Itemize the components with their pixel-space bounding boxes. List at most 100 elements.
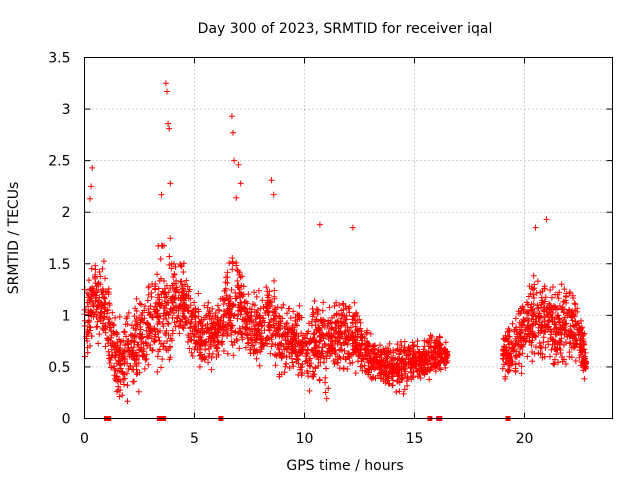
y-tick-label: 1 — [62, 308, 71, 324]
data-point — [323, 355, 330, 362]
data-point — [154, 271, 161, 278]
data-point — [167, 235, 174, 242]
data-point — [358, 334, 365, 341]
data-point — [160, 323, 167, 330]
data-point — [209, 305, 216, 312]
data-point — [550, 328, 557, 335]
data-point — [412, 363, 419, 370]
data-point — [192, 314, 199, 321]
data-point — [130, 366, 137, 373]
data-point — [527, 330, 534, 337]
data-point — [258, 330, 265, 337]
data-point — [86, 323, 93, 330]
data-point — [195, 290, 202, 297]
data-point — [233, 262, 240, 269]
data-point — [251, 289, 258, 296]
data-point — [344, 365, 351, 372]
data-point — [519, 343, 526, 350]
data-point — [442, 364, 449, 371]
data-point — [275, 320, 282, 327]
data-point — [291, 335, 298, 342]
data-point — [200, 329, 207, 336]
data-point — [577, 351, 584, 358]
data-point — [388, 356, 395, 363]
data-point — [224, 279, 231, 286]
data-point — [315, 324, 322, 331]
data-point — [125, 338, 132, 345]
data-point — [172, 323, 179, 330]
data-point — [414, 343, 421, 350]
data-point — [100, 313, 107, 320]
data-point — [110, 328, 117, 335]
data-point — [221, 287, 228, 294]
data-point — [544, 304, 551, 311]
data-point — [295, 346, 302, 353]
data-point — [87, 195, 93, 202]
data-point — [124, 321, 131, 328]
data-point — [580, 341, 587, 348]
data-point — [229, 254, 236, 261]
data-point — [117, 386, 124, 393]
data-point — [335, 311, 342, 318]
data-point — [428, 349, 435, 356]
data-point — [370, 343, 377, 350]
data-point — [380, 367, 387, 374]
data-point — [228, 338, 235, 345]
data-point — [506, 327, 513, 334]
data-point — [141, 303, 148, 310]
data-point — [404, 375, 411, 382]
y-tick-label: 0.5 — [48, 360, 70, 376]
data-point — [359, 340, 366, 347]
data-point — [294, 316, 301, 323]
data-point — [345, 337, 352, 344]
data-point — [105, 316, 112, 323]
data-point — [219, 341, 226, 348]
data-point — [102, 343, 109, 350]
data-point — [192, 305, 199, 312]
data-point — [115, 383, 122, 390]
x-tick-label: 0 — [80, 431, 89, 447]
data-point — [335, 319, 342, 326]
data-point — [121, 360, 128, 367]
data-point — [129, 337, 136, 344]
data-point — [559, 326, 566, 333]
data-point — [264, 288, 271, 295]
data-point — [284, 310, 291, 317]
data-point — [393, 389, 400, 396]
x-tick-label: 10 — [296, 431, 314, 447]
data-point — [236, 290, 243, 297]
data-point — [395, 366, 402, 373]
data-point — [571, 334, 578, 341]
data-point — [568, 331, 575, 338]
data-point — [89, 291, 96, 298]
data-point — [101, 294, 108, 301]
data-point — [160, 278, 167, 285]
data-point — [367, 374, 374, 381]
data-point — [115, 367, 122, 374]
data-point — [547, 287, 554, 294]
data-point — [237, 307, 244, 314]
data-point — [394, 341, 401, 348]
data-point — [352, 323, 359, 330]
data-point — [96, 331, 103, 338]
data-point — [529, 358, 536, 365]
x-tick-label: 5 — [190, 431, 199, 447]
data-point — [551, 321, 558, 328]
data-point — [570, 310, 577, 317]
data-point — [373, 354, 380, 361]
data-point — [574, 305, 581, 312]
data-point — [251, 322, 258, 329]
data-point — [548, 331, 555, 338]
data-point — [213, 344, 220, 351]
data-point — [325, 317, 332, 324]
data-point — [102, 275, 109, 282]
data-point — [403, 352, 410, 359]
data-point — [176, 330, 183, 337]
data-point — [167, 305, 174, 312]
data-point — [168, 265, 175, 272]
data-point — [117, 361, 124, 368]
data-point — [557, 340, 564, 347]
data-point — [123, 315, 130, 322]
data-point — [209, 332, 216, 339]
